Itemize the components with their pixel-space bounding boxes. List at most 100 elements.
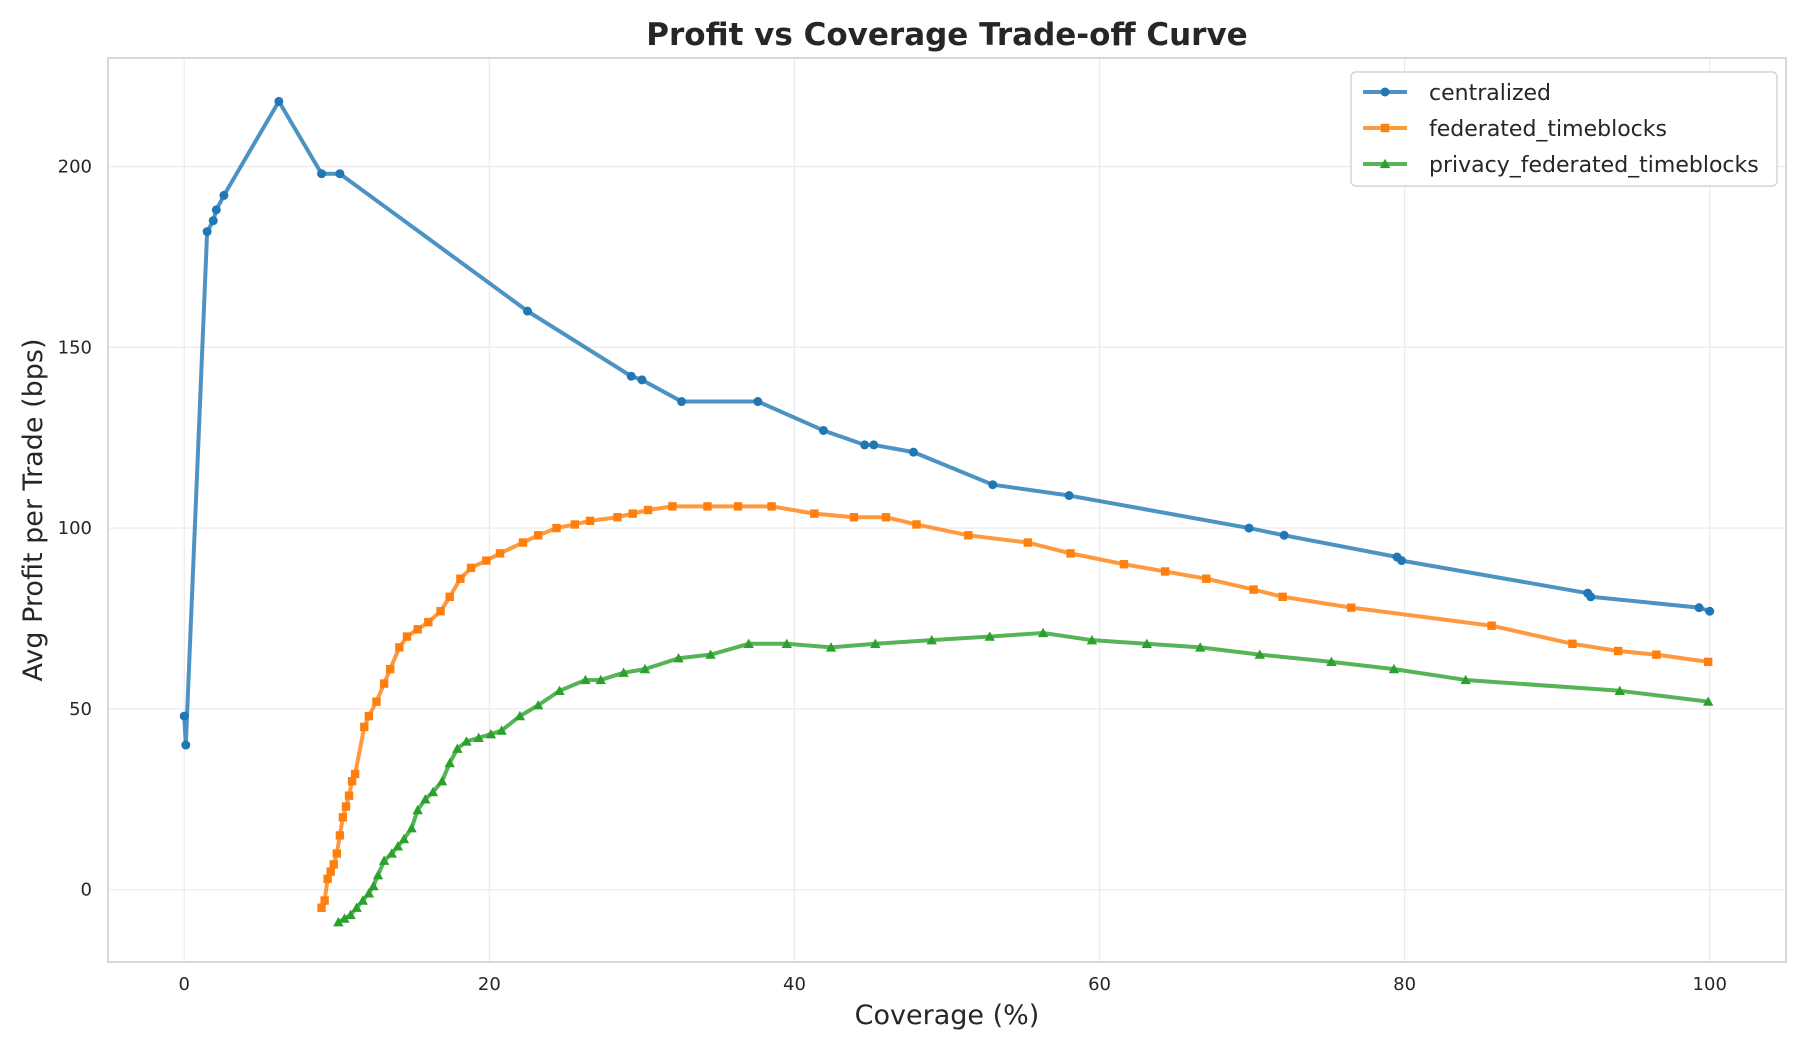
y-tick-label: 150 bbox=[58, 337, 92, 358]
data-point bbox=[781, 638, 793, 648]
data-point bbox=[368, 880, 379, 891]
data-point bbox=[1278, 592, 1287, 601]
series-federated-timeblocks bbox=[317, 502, 1713, 912]
data-point bbox=[211, 205, 221, 215]
y-tick-label: 0 bbox=[81, 880, 92, 901]
data-point bbox=[810, 509, 819, 518]
legend-marker bbox=[1379, 158, 1391, 169]
x-tick-label: 60 bbox=[1088, 974, 1111, 995]
x-tick-label: 100 bbox=[1693, 974, 1727, 995]
data-point bbox=[733, 502, 743, 511]
x-tick-label: 20 bbox=[478, 974, 501, 995]
y-tick-label: 100 bbox=[58, 518, 92, 539]
data-point bbox=[379, 679, 389, 688]
data-point bbox=[444, 757, 455, 768]
series-centralized bbox=[179, 96, 1715, 750]
data-point bbox=[554, 685, 565, 695]
data-point bbox=[570, 520, 579, 529]
data-point bbox=[1066, 549, 1075, 558]
data-point bbox=[329, 860, 338, 869]
data-point bbox=[988, 480, 998, 490]
data-point bbox=[1614, 685, 1625, 695]
data-point bbox=[351, 902, 362, 912]
data-point bbox=[378, 855, 390, 865]
data-point bbox=[461, 736, 472, 746]
legend-item: privacy_federated_timeblocks bbox=[1363, 153, 1759, 178]
data-point bbox=[181, 740, 191, 750]
legend-label: privacy_federated_timeblocks bbox=[1429, 153, 1759, 178]
data-point bbox=[668, 502, 677, 511]
data-point bbox=[1614, 646, 1623, 656]
legend-box bbox=[1350, 71, 1778, 187]
data-point bbox=[1254, 649, 1265, 659]
data-point bbox=[452, 743, 463, 753]
data-point bbox=[323, 874, 332, 884]
data-point bbox=[372, 870, 384, 880]
data-point bbox=[445, 592, 454, 601]
data-point bbox=[1086, 634, 1098, 645]
data-point bbox=[179, 711, 189, 721]
data-point bbox=[420, 794, 431, 804]
data-point bbox=[335, 831, 345, 840]
data-point bbox=[413, 625, 422, 634]
data-point bbox=[392, 841, 404, 851]
data-point bbox=[870, 638, 881, 648]
data-point bbox=[1202, 574, 1211, 583]
data-point bbox=[333, 917, 344, 927]
data-point bbox=[514, 710, 526, 721]
data-point bbox=[412, 804, 423, 815]
data-point bbox=[1347, 603, 1356, 612]
data-point bbox=[395, 643, 404, 652]
data-point bbox=[436, 776, 448, 786]
data-point bbox=[1704, 657, 1713, 667]
data-point bbox=[473, 732, 484, 742]
series-line bbox=[336, 630, 1711, 925]
data-point bbox=[643, 505, 653, 515]
x-tick-label: 80 bbox=[1393, 974, 1416, 995]
data-point bbox=[424, 617, 433, 627]
data-point bbox=[466, 563, 476, 573]
legend-item: federated_timeblocks bbox=[1363, 117, 1667, 142]
plot-frame bbox=[107, 57, 1787, 963]
data-point bbox=[552, 523, 561, 533]
data-point bbox=[767, 502, 776, 511]
data-point bbox=[869, 440, 879, 450]
data-point bbox=[532, 700, 544, 710]
data-point bbox=[964, 531, 973, 540]
data-point bbox=[338, 813, 348, 822]
data-point bbox=[482, 556, 491, 565]
data-point bbox=[912, 520, 921, 529]
data-point bbox=[1326, 656, 1337, 667]
data-point bbox=[533, 531, 543, 540]
data-point bbox=[485, 728, 497, 739]
data-point bbox=[677, 397, 687, 407]
y-axis-label: Avg Profit per Trade (bps) bbox=[18, 339, 49, 682]
grid bbox=[108, 58, 1786, 962]
data-point bbox=[326, 867, 335, 876]
data-point bbox=[518, 538, 528, 547]
data-point bbox=[398, 833, 410, 844]
data-point bbox=[341, 802, 351, 811]
data-point bbox=[386, 848, 397, 858]
data-point bbox=[347, 777, 357, 786]
y-tick-label: 50 bbox=[69, 699, 92, 720]
data-point bbox=[860, 440, 870, 450]
data-point bbox=[1460, 674, 1471, 685]
data-point bbox=[1119, 560, 1129, 569]
data-point bbox=[1652, 650, 1661, 659]
data-point bbox=[1568, 639, 1577, 648]
data-point bbox=[496, 725, 507, 735]
data-point bbox=[743, 638, 754, 648]
legend-label: centralized bbox=[1429, 81, 1551, 106]
data-point bbox=[350, 769, 360, 779]
data-point bbox=[372, 697, 381, 706]
data-point bbox=[402, 632, 412, 641]
data-point bbox=[1279, 530, 1289, 540]
data-point bbox=[626, 371, 636, 381]
data-point bbox=[317, 903, 326, 912]
data-point bbox=[406, 823, 417, 833]
data-point bbox=[339, 913, 350, 923]
data-point bbox=[1388, 663, 1400, 674]
